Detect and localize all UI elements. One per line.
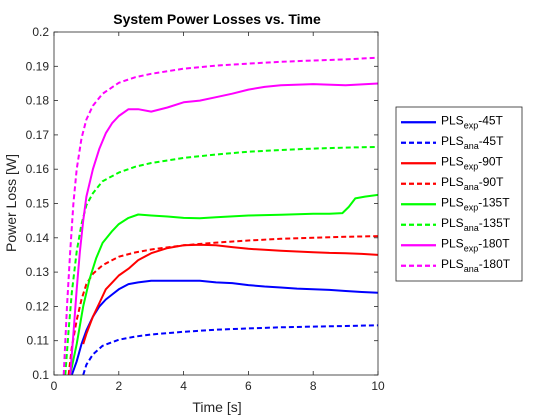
legend-label-5: PLSexp-135T bbox=[441, 195, 510, 212]
legend-label-subscript: exp bbox=[464, 243, 479, 253]
legend-label-main: PLS bbox=[441, 257, 464, 271]
plot-area bbox=[54, 32, 378, 375]
series-line-7 bbox=[69, 82, 378, 375]
y-tick-label: 0.14 bbox=[26, 231, 50, 245]
y-tick-label: 0.12 bbox=[26, 299, 50, 313]
legend-label-suffix: -180T bbox=[478, 236, 510, 250]
chart-title: System Power Losses vs. Time bbox=[113, 11, 321, 27]
legend-label-8: PLSana-180T bbox=[441, 257, 511, 274]
x-tick-label: 4 bbox=[180, 379, 187, 393]
y-axis-label: Power Loss [W] bbox=[3, 154, 19, 252]
legend-label-1: PLSexp-45T bbox=[441, 113, 504, 130]
legend-label-subscript: exp bbox=[464, 161, 479, 171]
legend-label-subscript: ana bbox=[464, 182, 479, 192]
legend-label-main: PLS bbox=[441, 195, 464, 209]
series-line-2 bbox=[82, 324, 378, 375]
ticks-layer: 0.1 0.11 0.12 0.13 0.14 0.15 0.16 0.17 0.18 0.19 0… bbox=[26, 25, 385, 393]
legend-label-6: PLSana-135T bbox=[441, 216, 511, 233]
legend-label-main: PLS bbox=[441, 113, 464, 127]
x-tick-label: 8 bbox=[310, 379, 317, 393]
legend-label-suffix: -45T bbox=[478, 113, 503, 127]
legend-label-subscript: ana bbox=[464, 141, 479, 151]
series-line-5 bbox=[69, 193, 378, 375]
x-tick-label: 6 bbox=[245, 379, 252, 393]
x-tick-label: 2 bbox=[115, 379, 122, 393]
y-tick-label: 0.1 bbox=[32, 368, 49, 382]
series-layer bbox=[62, 56, 378, 375]
legend-label-3: PLSexp-90T bbox=[441, 154, 504, 171]
legend-label-2: PLSana-45T bbox=[441, 134, 504, 151]
legend-label-subscript: ana bbox=[464, 223, 479, 233]
y-tick-label: 0.13 bbox=[26, 265, 50, 279]
legend-label-main: PLS bbox=[441, 236, 464, 250]
legend-label-suffix: -90T bbox=[478, 154, 503, 168]
legend-label-suffix: -180T bbox=[479, 257, 511, 271]
legend-label-main: PLS bbox=[441, 154, 464, 168]
legend-box bbox=[395, 106, 523, 282]
legend-label-suffix: -135T bbox=[478, 195, 510, 209]
legend-label-4: PLSana-90T bbox=[441, 175, 504, 192]
legend-label-suffix: -135T bbox=[479, 216, 511, 230]
series-line-6 bbox=[64, 145, 378, 375]
legend: PLSexp-45TPLSana-45TPLSexp-90TPLSana-90T… bbox=[395, 106, 523, 282]
x-tick-label: 0 bbox=[51, 379, 58, 393]
legend-label-subscript: ana bbox=[464, 264, 479, 274]
legend-label-main: PLS bbox=[441, 175, 464, 189]
y-tick-label: 0.18 bbox=[26, 94, 50, 108]
legend-label-main: PLS bbox=[441, 216, 464, 230]
legend-label-main: PLS bbox=[441, 134, 464, 148]
y-tick-label: 0.15 bbox=[26, 197, 50, 211]
legend-label-suffix: -90T bbox=[479, 175, 504, 189]
y-tick-label: 0.16 bbox=[26, 162, 50, 176]
legend-label-subscript: exp bbox=[464, 202, 479, 212]
legend-label-suffix: -45T bbox=[479, 134, 504, 148]
y-tick-label: 0.19 bbox=[26, 59, 50, 73]
y-tick-label: 0.11 bbox=[27, 334, 50, 348]
x-axis-label: Time [s] bbox=[192, 399, 241, 415]
x-tick-label: 10 bbox=[371, 379, 385, 393]
series-line-4 bbox=[67, 235, 378, 375]
series-line-8 bbox=[62, 56, 378, 375]
legend-label-subscript: exp bbox=[464, 120, 479, 130]
legend-label-7: PLSexp-180T bbox=[441, 236, 510, 253]
y-tick-label: 0.17 bbox=[26, 128, 50, 142]
y-tick-label: 0.2 bbox=[32, 25, 49, 39]
